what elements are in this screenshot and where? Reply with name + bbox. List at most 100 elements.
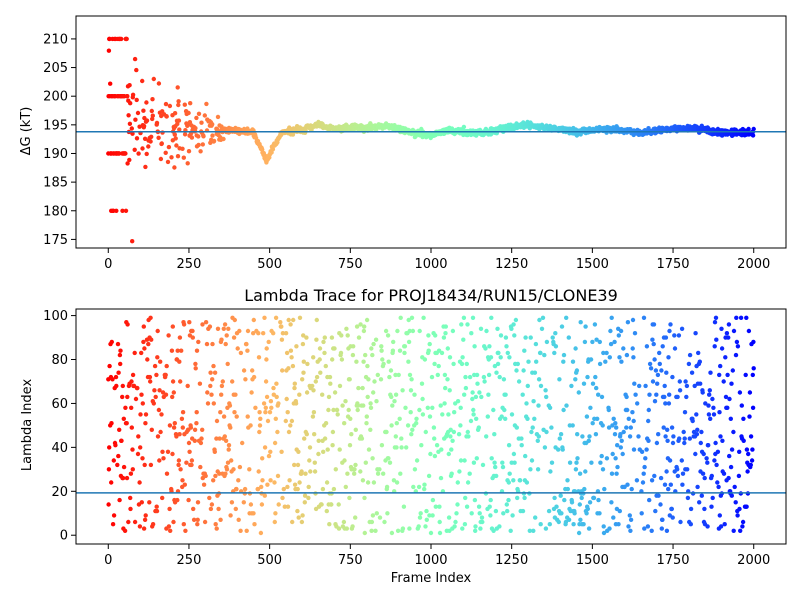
lambda-point [409, 377, 414, 382]
lambda-point [163, 392, 169, 397]
lambda-point [150, 522, 156, 527]
lambda-point [733, 352, 739, 358]
lambda-point [644, 447, 649, 452]
lambda-point [427, 513, 432, 518]
lambda-point [201, 482, 207, 487]
lambda-point [470, 390, 475, 395]
lambda-point [155, 355, 160, 360]
lambda-point [651, 322, 657, 327]
lambda-point [289, 355, 294, 360]
delta-g-point [127, 121, 133, 127]
delta-g-point [202, 113, 207, 118]
lambda-point [590, 339, 595, 345]
lambda-point [274, 381, 279, 386]
lambda-point [292, 462, 297, 468]
lambda-point [178, 467, 183, 472]
lambda-point [217, 436, 222, 441]
delta-g-point [169, 155, 174, 160]
lambda-point [216, 506, 221, 512]
lambda-point [350, 524, 355, 529]
lambda-point [142, 517, 148, 522]
lambda-points [106, 315, 756, 536]
delta-g-point [181, 155, 186, 160]
lambda-point [547, 522, 552, 527]
lambda-point [467, 374, 473, 380]
delta-g-y-axis-label: ΔG (kT) [19, 107, 34, 156]
lambda-point [513, 317, 519, 323]
lambda-point [705, 460, 710, 465]
lambda-point [597, 511, 602, 516]
lambda-point [176, 462, 181, 468]
lambda-point [345, 471, 350, 476]
lambda-point [387, 374, 392, 380]
delta-g-point [177, 127, 182, 132]
lambda-point [699, 429, 704, 435]
lambda-point [685, 467, 690, 472]
lambda-point [658, 502, 663, 507]
lambda-point [616, 333, 621, 338]
lambda-point [313, 379, 318, 384]
lambda-point [280, 331, 286, 336]
delta-g-point [150, 113, 155, 118]
lambda-point [598, 460, 603, 465]
lambda-point [680, 482, 685, 487]
lambda-point [514, 425, 519, 430]
lambda-point [114, 383, 119, 389]
lambda-point [565, 478, 570, 483]
lambda-point [574, 460, 579, 465]
lambda-point [506, 480, 511, 485]
lambda-point [312, 469, 318, 474]
lambda-point [204, 341, 210, 347]
delta-g-point [154, 120, 160, 126]
lambda-point [419, 381, 425, 386]
lambda-point [571, 522, 576, 527]
lambda-point [303, 471, 308, 476]
delta-g-point [750, 133, 756, 138]
lambda-point [302, 436, 307, 441]
lambda-point [211, 401, 216, 406]
lambda-point [484, 434, 489, 439]
lambda-point [710, 396, 715, 402]
lambda-point [406, 359, 411, 364]
delta-g-point [134, 136, 140, 141]
lambda-point [312, 460, 317, 465]
lambda-point [336, 502, 341, 507]
lambda-point [725, 405, 730, 410]
lambda-point [132, 350, 137, 356]
lambda-point [279, 324, 284, 329]
lambda-point [321, 339, 326, 345]
lambda-point [597, 361, 603, 367]
lambda-point [717, 513, 722, 518]
lambda-point [177, 335, 183, 340]
lambda-point [141, 526, 147, 531]
lambda-point [265, 418, 271, 424]
lambda-point [267, 410, 273, 415]
lambda-point [200, 427, 205, 432]
lambda-point [476, 504, 482, 509]
lambda-x-tick-label: 2000 [737, 553, 770, 568]
lambda-point [480, 519, 485, 525]
lambda-point [693, 451, 698, 457]
lambda-point [109, 480, 114, 485]
lambda-point [748, 462, 753, 468]
lambda-point [435, 372, 440, 378]
lambda-point [285, 410, 290, 415]
lambda-point [399, 436, 404, 441]
lambda-point [286, 366, 291, 371]
lambda-point [225, 460, 231, 465]
lambda-point [709, 473, 714, 479]
lambda-point [579, 495, 584, 501]
lambda-point [198, 440, 204, 446]
lambda-point [398, 471, 403, 476]
lambda-point [492, 363, 498, 369]
lambda-point [712, 320, 718, 325]
lambda-point [362, 495, 367, 501]
lambda-point [647, 361, 653, 367]
lambda-point [714, 462, 719, 468]
lambda-point [575, 432, 580, 437]
lambda-point [664, 528, 670, 533]
lambda-point [195, 500, 201, 505]
delta-g-point [106, 48, 112, 53]
lambda-point [677, 388, 683, 393]
lambda-point [223, 471, 228, 476]
